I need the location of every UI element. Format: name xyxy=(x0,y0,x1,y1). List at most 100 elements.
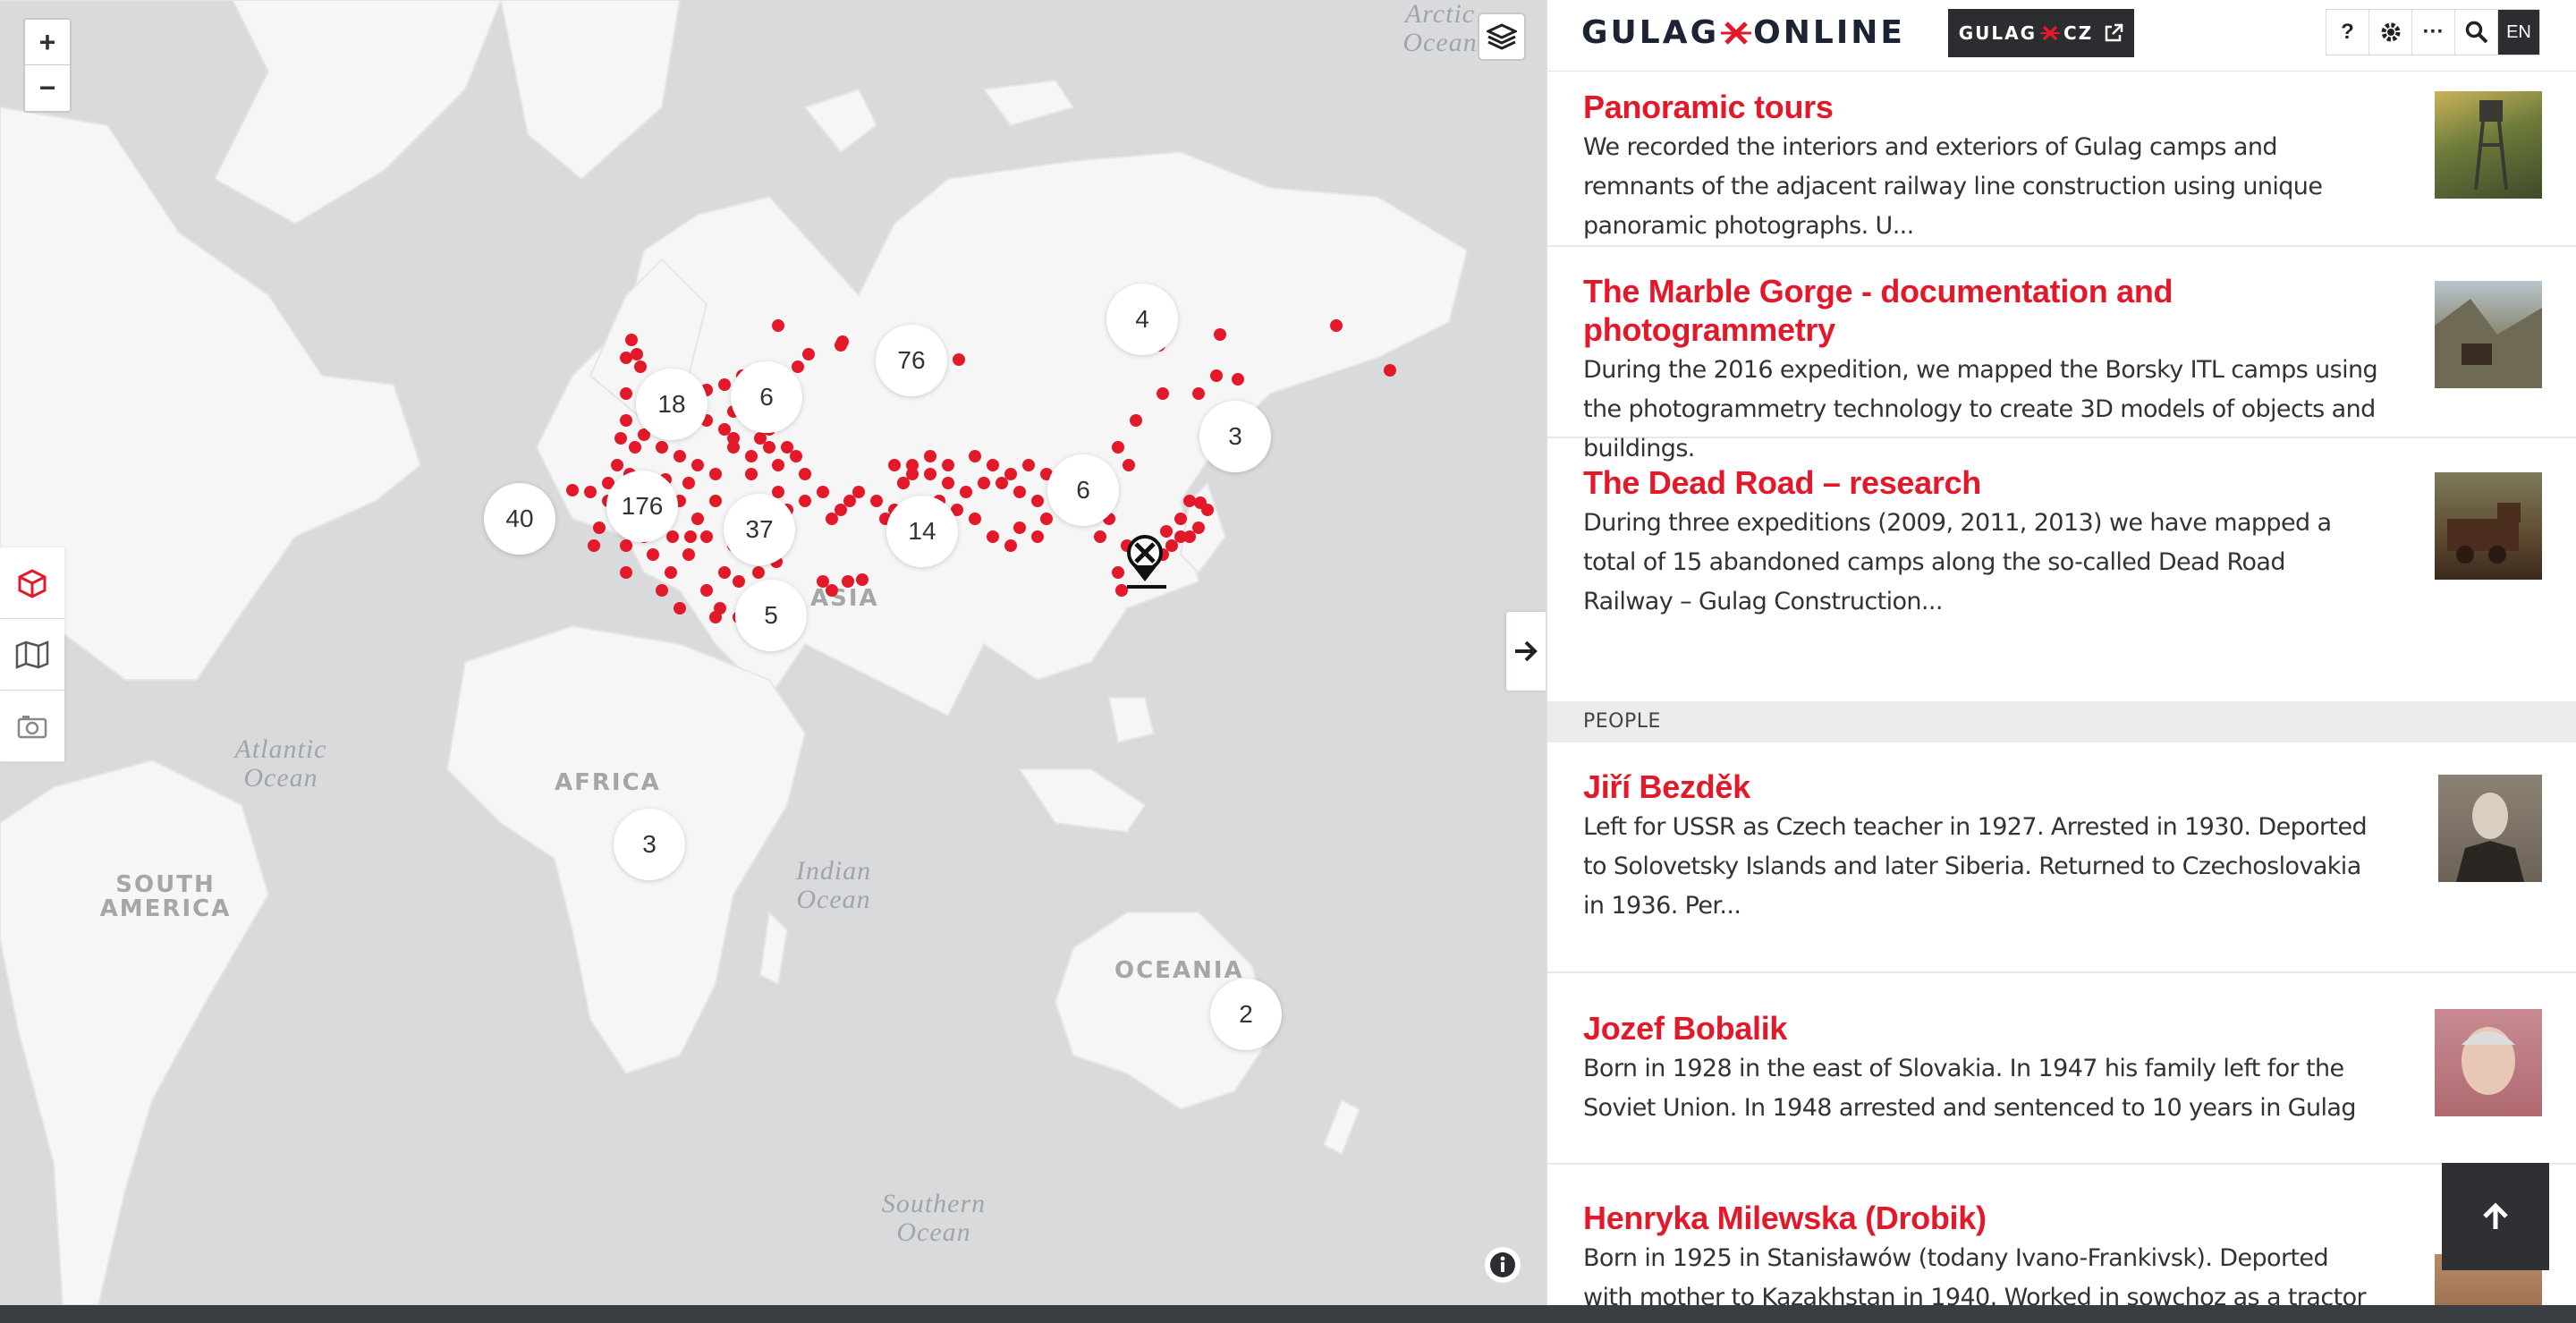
item-thumbnail[interactable] xyxy=(2435,281,2542,388)
zoom-in-button[interactable]: + xyxy=(25,20,70,65)
camp-marker[interactable] xyxy=(960,486,972,498)
camp-marker[interactable] xyxy=(1112,566,1124,579)
camp-marker[interactable] xyxy=(969,450,981,462)
camp-marker[interactable] xyxy=(691,459,704,471)
camp-marker[interactable] xyxy=(620,352,632,364)
camp-marker[interactable] xyxy=(620,539,632,552)
camp-marker[interactable] xyxy=(1040,513,1053,525)
camp-marker[interactable] xyxy=(588,539,600,552)
search-button[interactable] xyxy=(2454,9,2497,55)
item-thumbnail[interactable] xyxy=(2435,91,2542,199)
camp-marker[interactable] xyxy=(709,495,722,507)
camp-marker[interactable] xyxy=(752,566,765,579)
camp-marker[interactable] xyxy=(665,566,677,579)
camp-marker[interactable] xyxy=(852,486,865,498)
camp-marker[interactable] xyxy=(700,530,713,543)
list-item[interactable]: Panoramic tours We recorded the interior… xyxy=(1547,72,2576,247)
camp-marker[interactable] xyxy=(1214,328,1226,341)
camp-marker[interactable] xyxy=(1022,459,1035,471)
camp-marker[interactable] xyxy=(1130,414,1142,427)
camp-marker[interactable] xyxy=(836,335,849,348)
camp-marker[interactable] xyxy=(978,477,990,489)
camp-marker[interactable] xyxy=(897,477,910,489)
photo-view-button[interactable] xyxy=(0,691,64,762)
list-item[interactable]: Jiří Bezděk Left for USSR as Czech teach… xyxy=(1547,742,2576,973)
camp-marker[interactable] xyxy=(718,566,731,579)
camp-marker[interactable] xyxy=(1094,530,1106,543)
camp-marker[interactable] xyxy=(1330,319,1343,332)
camp-marker[interactable] xyxy=(792,360,804,373)
camp-marker[interactable] xyxy=(674,450,686,462)
camp-marker[interactable] xyxy=(842,575,854,588)
camp-marker[interactable] xyxy=(593,522,606,534)
camp-marker[interactable] xyxy=(718,378,731,391)
camp-marker[interactable] xyxy=(942,459,954,471)
camp-marker[interactable] xyxy=(817,486,829,498)
camp-marker[interactable] xyxy=(799,495,811,507)
camp-marker[interactable] xyxy=(629,441,641,454)
camp-marker[interactable] xyxy=(1160,525,1173,538)
camp-marker[interactable] xyxy=(656,584,668,597)
camp-marker[interactable] xyxy=(799,468,811,480)
camp-marker[interactable] xyxy=(620,387,632,400)
item-title[interactable]: Panoramic tours xyxy=(1583,89,1834,125)
camp-marker[interactable] xyxy=(987,530,999,543)
camp-marker[interactable] xyxy=(924,450,936,462)
item-title[interactable]: Henryka Milewska (Drobik) xyxy=(1583,1200,1987,1236)
info-button[interactable] xyxy=(1485,1247,1521,1283)
camp-marker[interactable] xyxy=(682,477,695,489)
camp-marker[interactable] xyxy=(802,348,815,360)
camp-marker[interactable] xyxy=(1013,486,1026,498)
camp-marker[interactable] xyxy=(709,468,722,480)
camp-marker[interactable] xyxy=(843,495,856,507)
camp-marker[interactable] xyxy=(1004,468,1017,480)
layers-button[interactable] xyxy=(1478,13,1526,61)
camp-marker[interactable] xyxy=(763,441,775,454)
camp-marker[interactable] xyxy=(733,575,745,588)
marker-cluster[interactable]: 4 xyxy=(1106,284,1178,355)
marker-cluster[interactable]: 176 xyxy=(606,471,678,542)
camp-marker[interactable] xyxy=(1174,530,1187,543)
camp-marker[interactable] xyxy=(1157,387,1169,400)
zoom-out-button[interactable]: − xyxy=(38,72,56,104)
camp-marker[interactable] xyxy=(620,414,632,427)
camp-marker[interactable] xyxy=(700,584,713,597)
camp-marker[interactable] xyxy=(817,575,829,588)
camp-marker[interactable] xyxy=(754,432,767,445)
marker-cluster[interactable]: 5 xyxy=(735,580,807,651)
camp-marker[interactable] xyxy=(631,348,643,360)
camp-marker[interactable] xyxy=(870,495,883,507)
list-item[interactable]: Jozef Bobalik Born in 1928 in the east o… xyxy=(1547,973,2576,1165)
camp-marker[interactable] xyxy=(714,602,726,615)
camp-marker[interactable] xyxy=(1013,522,1026,534)
language-button[interactable]: EN xyxy=(2497,9,2540,55)
marker-cluster[interactable]: 40 xyxy=(484,483,555,555)
camp-marker[interactable] xyxy=(1115,584,1128,597)
marker-cluster[interactable]: 6 xyxy=(1047,454,1119,526)
camp-marker[interactable] xyxy=(772,319,784,332)
camp-marker[interactable] xyxy=(625,334,638,346)
camp-marker[interactable] xyxy=(691,513,704,525)
camp-marker[interactable] xyxy=(634,360,647,373)
camp-marker[interactable] xyxy=(1183,495,1196,507)
collapse-panel-button[interactable] xyxy=(1506,612,1546,691)
camp-marker[interactable] xyxy=(790,450,802,462)
camp-marker[interactable] xyxy=(951,504,963,516)
list-item[interactable]: The Dead Road – research During three ex… xyxy=(1547,438,2576,701)
camp-marker[interactable] xyxy=(1210,369,1223,382)
camp-marker[interactable] xyxy=(666,530,679,543)
camp-marker[interactable] xyxy=(1112,441,1124,454)
map-view-button[interactable] xyxy=(0,619,64,691)
camp-marker[interactable] xyxy=(1384,364,1396,377)
settings-button[interactable] xyxy=(2368,9,2411,55)
list-item[interactable]: The Marble Gorge - documentation and pho… xyxy=(1547,247,2576,462)
camp-marker[interactable] xyxy=(826,584,838,597)
marker-cluster[interactable]: 2 xyxy=(1210,979,1282,1050)
item-thumbnail[interactable] xyxy=(2435,472,2542,580)
camp-marker[interactable] xyxy=(906,459,919,471)
camp-marker[interactable] xyxy=(647,548,659,561)
camp-marker[interactable] xyxy=(888,459,901,471)
marker-cluster[interactable]: 6 xyxy=(731,361,802,433)
camp-marker[interactable] xyxy=(856,573,869,586)
camp-marker[interactable] xyxy=(953,353,965,366)
